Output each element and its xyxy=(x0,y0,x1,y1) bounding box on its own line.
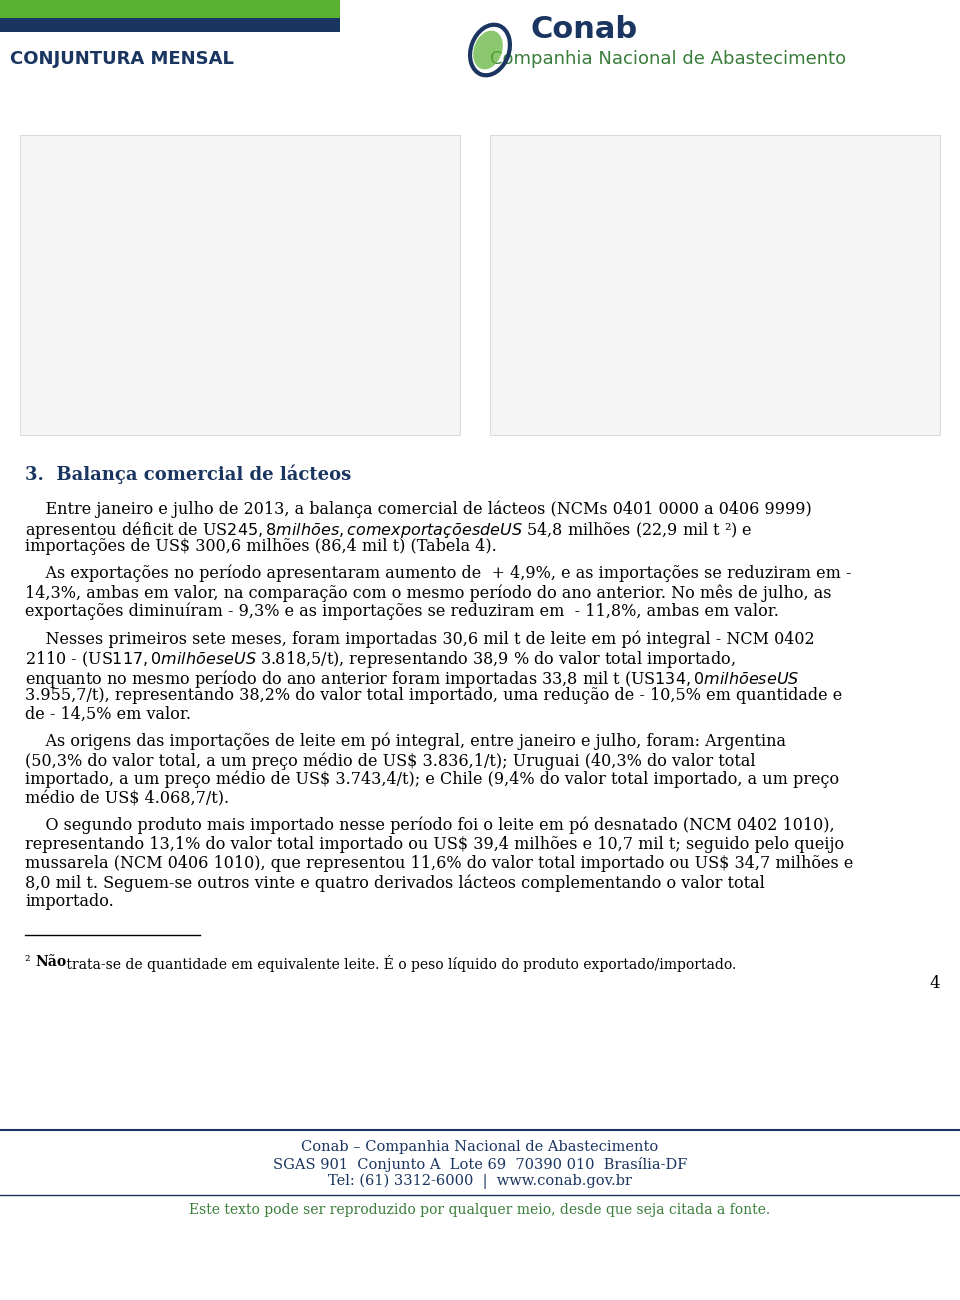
Text: representando 13,1% do valor total importado ou US$ 39,4 milhões e 10,7 mil t; s: representando 13,1% do valor total impor… xyxy=(25,836,844,853)
Text: 3.955,7/t), representando 38,2% do valor total importado, uma redução de - 10,5%: 3.955,7/t), representando 38,2% do valor… xyxy=(25,686,842,705)
Text: importações de US$ 300,6 milhões (86,4 mil t) (Tabela 4).: importações de US$ 300,6 milhões (86,4 m… xyxy=(25,538,496,555)
Text: 3.  Balança comercial de lácteos: 3. Balança comercial de lácteos xyxy=(25,465,351,485)
Text: 8,0 mil t. Seguem-se outros vinte e quatro derivados lácteos complementando o va: 8,0 mil t. Seguem-se outros vinte e quat… xyxy=(25,874,765,892)
Text: Companhia Nacional de Abastecimento: Companhia Nacional de Abastecimento xyxy=(490,49,846,68)
FancyBboxPatch shape xyxy=(20,135,460,436)
Text: trata-se de quantidade em equivalente leite. É o peso líquido do produto exporta: trata-se de quantidade em equivalente le… xyxy=(62,956,736,972)
Text: 14,3%, ambas em valor, na comparação com o mesmo período do ano anterior. No mês: 14,3%, ambas em valor, na comparação com… xyxy=(25,584,831,602)
Text: mussarela (NCM 0406 1010), que representou 11,6% do valor total importado ou US$: mussarela (NCM 0406 1010), que represent… xyxy=(25,855,853,872)
FancyBboxPatch shape xyxy=(0,0,340,18)
Text: Nesses primeiros sete meses, foram importadas 30,6 mil t de leite em pó integral: Nesses primeiros sete meses, foram impor… xyxy=(25,630,815,647)
Text: de - 14,5% em valor.: de - 14,5% em valor. xyxy=(25,706,191,723)
Text: CONJUNTURA MENSAL: CONJUNTURA MENSAL xyxy=(10,49,234,68)
Text: Este texto pode ser reproduzido por qualquer meio, desde que seja citada a fonte: Este texto pode ser reproduzido por qual… xyxy=(189,1202,771,1217)
Text: SGAS 901  Conjunto A  Lote 69  70390 010  Brasília-DF: SGAS 901 Conjunto A Lote 69 70390 010 Br… xyxy=(273,1157,687,1173)
Text: médio de US$ 4.068,7/t).: médio de US$ 4.068,7/t). xyxy=(25,790,229,807)
Text: importado, a um preço médio de US$ 3.743,4/t); e Chile (9,4% do valor total impo: importado, a um preço médio de US$ 3.743… xyxy=(25,771,839,789)
Text: 4: 4 xyxy=(929,975,940,992)
Text: apresentou déficit de US$ 245,8 milhões, com exportações de US$ 54,8 milhões (22: apresentou déficit de US$ 245,8 milhões,… xyxy=(25,519,753,541)
Text: Entre janeiro e julho de 2013, a balança comercial de lácteos (NCMs 0401 0000 a : Entre janeiro e julho de 2013, a balança… xyxy=(25,500,812,517)
Text: 2110 - (US$ 117,0 milhões e US$ 3.818,5/t), representando 38,9 % do valor total : 2110 - (US$ 117,0 milhões e US$ 3.818,5/… xyxy=(25,649,735,670)
FancyBboxPatch shape xyxy=(0,18,340,32)
Text: (50,3% do valor total, a um preço médio de US$ 3.836,1/t); Uruguai (40,3% do val: (50,3% do valor total, a um preço médio … xyxy=(25,751,756,770)
Text: ²: ² xyxy=(25,956,35,968)
Text: Tel: (61) 3312-6000  |  www.conab.gov.br: Tel: (61) 3312-6000 | www.conab.gov.br xyxy=(328,1174,632,1190)
Text: Conab – Companhia Nacional de Abastecimento: Conab – Companhia Nacional de Abastecime… xyxy=(301,1140,659,1154)
Text: exportações diminuíram - 9,3% e as importações se reduziram em  - 11,8%, ambas e: exportações diminuíram - 9,3% e as impor… xyxy=(25,603,779,620)
FancyBboxPatch shape xyxy=(490,135,940,436)
Text: As origens das importações de leite em pó integral, entre janeiro e julho, foram: As origens das importações de leite em p… xyxy=(25,733,786,750)
Text: Não: Não xyxy=(35,956,66,968)
Text: O segundo produto mais importado nesse período foi o leite em pó desnatado (NCM : O segundo produto mais importado nesse p… xyxy=(25,816,834,835)
Text: As exportações no período apresentaram aumento de  + 4,9%, e as importações se r: As exportações no período apresentaram a… xyxy=(25,566,852,582)
Text: Conab: Conab xyxy=(530,16,637,44)
Text: enquanto no mesmo período do ano anterior foram importadas 33,8 mil t (US$ 134,0: enquanto no mesmo período do ano anterio… xyxy=(25,668,800,690)
Ellipse shape xyxy=(473,31,503,69)
Text: importado.: importado. xyxy=(25,893,113,910)
